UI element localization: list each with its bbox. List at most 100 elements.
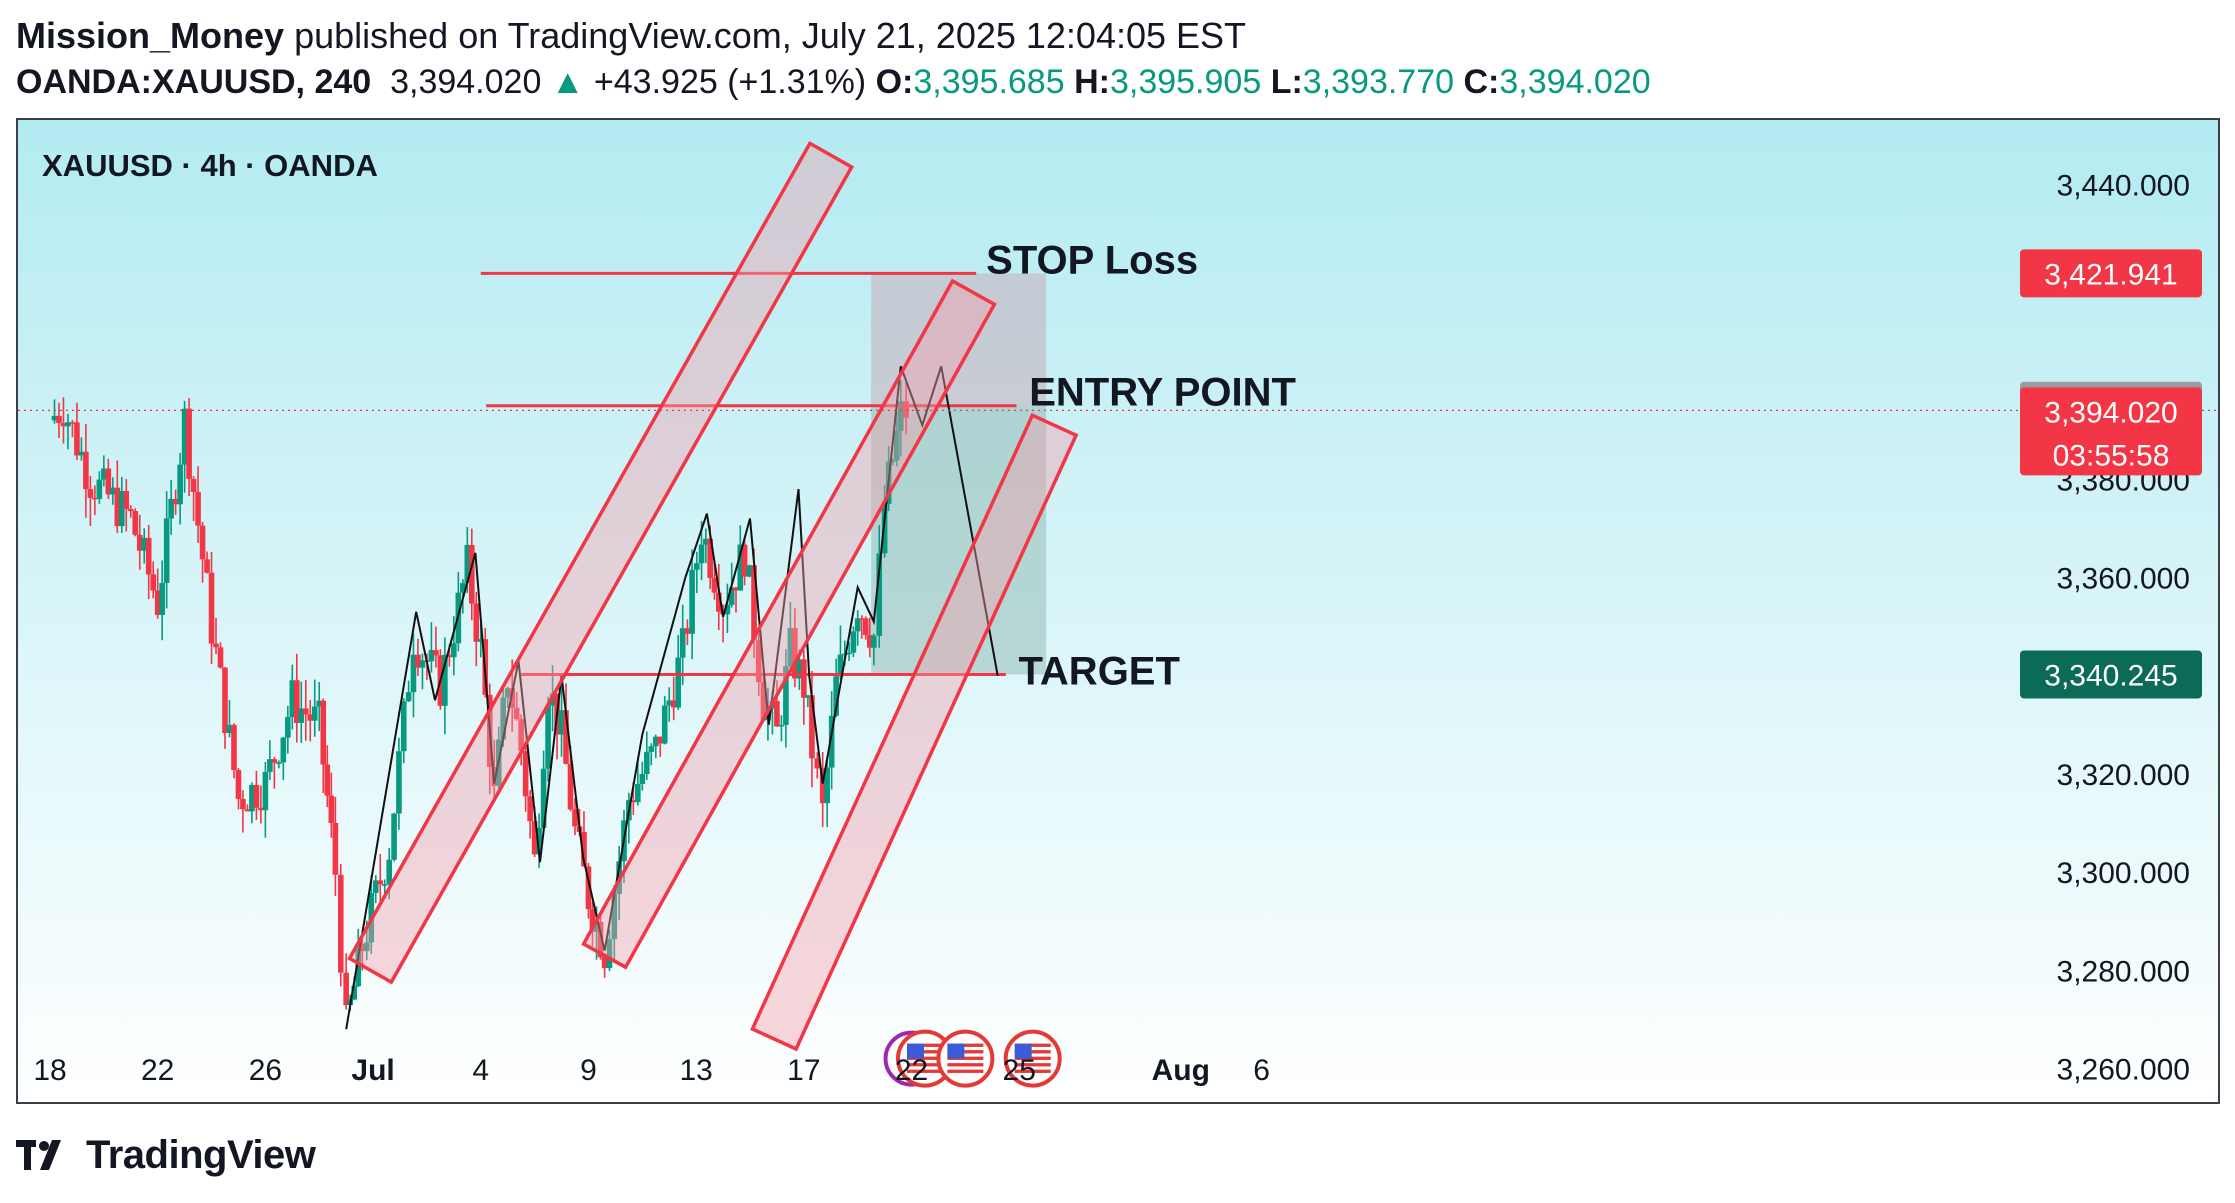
low-value: 3,393.770 — [1302, 63, 1455, 101]
channel-1[interactable] — [347, 141, 855, 985]
candle-body — [293, 680, 300, 723]
candle-body — [177, 464, 183, 505]
candle-body — [276, 762, 282, 764]
candle-body — [316, 700, 323, 707]
high-label: H: — [1074, 63, 1110, 101]
candle-body — [181, 408, 188, 465]
channel-2[interactable] — [581, 278, 997, 970]
candle-body — [262, 771, 269, 811]
candle-body — [724, 604, 731, 615]
candle-body — [51, 415, 58, 421]
candle-body — [876, 553, 883, 636]
candle-body — [862, 618, 869, 636]
flag-stripe — [907, 1056, 943, 1060]
candle-body — [96, 479, 103, 499]
candle-body — [386, 859, 393, 885]
candle-body — [648, 746, 655, 752]
candle-body — [324, 764, 331, 796]
symbol-name: OANDA:XAUUSD, 240 — [16, 63, 372, 101]
candle-body — [846, 652, 852, 655]
candle-body — [69, 422, 76, 424]
candle-body — [391, 813, 397, 860]
tradingview-logo-icon[interactable] — [16, 1138, 74, 1172]
y-tick-label: 3,440.000 — [2057, 170, 2190, 203]
candle-body — [83, 451, 89, 490]
candle-body — [150, 574, 157, 591]
price-badge-bg — [2020, 650, 2202, 699]
candle-body — [60, 423, 67, 427]
candle-body — [351, 986, 358, 1000]
candle-body — [500, 697, 507, 740]
us-flag-event-icon[interactable] — [936, 1029, 995, 1088]
candle-body — [240, 798, 246, 810]
candle-body — [87, 489, 94, 498]
candle-body — [359, 944, 366, 952]
candle-body — [589, 909, 596, 932]
candle-body — [670, 700, 677, 708]
candle-body — [760, 682, 767, 721]
flag-stripe — [1014, 1043, 1051, 1047]
flag-stripe — [1014, 1063, 1051, 1067]
candle-body — [801, 659, 807, 698]
us-flag-event-icon[interactable] — [1003, 1029, 1062, 1088]
candle-body — [433, 650, 439, 656]
candle-body — [593, 922, 600, 932]
x-tick-label: 25 — [1003, 1054, 1036, 1087]
candle-body — [190, 478, 197, 492]
candle-body — [581, 832, 587, 867]
candle-body — [451, 643, 457, 658]
x-tick-label: 22 — [895, 1054, 928, 1087]
candle-body — [504, 688, 511, 698]
candle-body — [163, 518, 170, 583]
candle-body — [711, 577, 718, 593]
candle-body — [733, 587, 739, 591]
candle-body — [199, 525, 206, 560]
candle-body — [377, 880, 384, 885]
candle-body — [289, 680, 296, 718]
candle-body — [127, 509, 134, 512]
candle-body — [679, 628, 686, 658]
candle-body — [65, 422, 71, 427]
author-name[interactable]: Mission_Money — [16, 15, 285, 56]
us-flag-event-icon[interactable] — [896, 1029, 954, 1088]
chart-frame[interactable]: STOP Loss ENTRY POINT TARGET 3,440.000 3,38… — [16, 118, 2220, 1104]
candle-body — [168, 499, 174, 519]
candle-body — [675, 657, 682, 708]
x-tick-label: 22 — [141, 1054, 174, 1087]
x-tick-label: Aug — [1152, 1054, 1210, 1087]
flag-stripe — [907, 1050, 943, 1054]
price-badge: 3,421.941 — [2020, 249, 2202, 298]
level-label-target[interactable]: TARGET — [1018, 649, 1179, 693]
candle-body — [819, 768, 826, 804]
candle-body — [558, 710, 565, 735]
tradingview-brand[interactable]: TradingView — [86, 1132, 316, 1177]
open-label: O: — [875, 63, 914, 101]
published-text: published on TradingView.com, July 21, 2… — [294, 15, 1247, 56]
candle-body — [372, 880, 379, 893]
price-badge-bg — [2020, 249, 2202, 298]
candle-body — [460, 583, 466, 593]
flag-stripe — [907, 1043, 943, 1047]
candle-body — [396, 751, 402, 814]
flag-stripe — [1014, 1056, 1051, 1060]
candle-body — [244, 809, 251, 812]
candle-body — [226, 724, 233, 734]
candle-body — [477, 639, 484, 642]
candle-body — [531, 821, 538, 855]
candle-body — [311, 706, 318, 721]
price-badge-label: 3,394.020 — [2044, 396, 2177, 429]
candle-body — [792, 628, 798, 679]
level-label-entry-point[interactable]: ENTRY POINT — [1029, 371, 1296, 415]
candle-body — [787, 628, 794, 667]
footer: TradingView — [16, 1125, 316, 1185]
candle-body — [728, 587, 735, 605]
zigzag-path[interactable] — [345, 365, 999, 1030]
level-label-stop-loss[interactable]: STOP Loss — [986, 238, 1198, 282]
candle-body — [897, 401, 904, 431]
channel-3[interactable] — [750, 412, 1079, 1052]
candle-body — [893, 430, 900, 461]
candle-body — [123, 490, 130, 510]
candle-body — [141, 537, 148, 551]
candle-body — [635, 783, 641, 803]
